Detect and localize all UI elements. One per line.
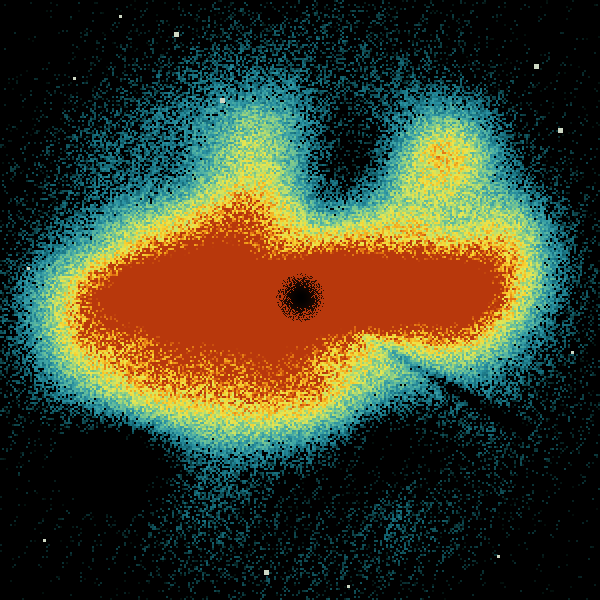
false-color-sky-image	[0, 0, 600, 600]
image-viewer: False-color astronomical image of a diff…	[0, 0, 600, 600]
